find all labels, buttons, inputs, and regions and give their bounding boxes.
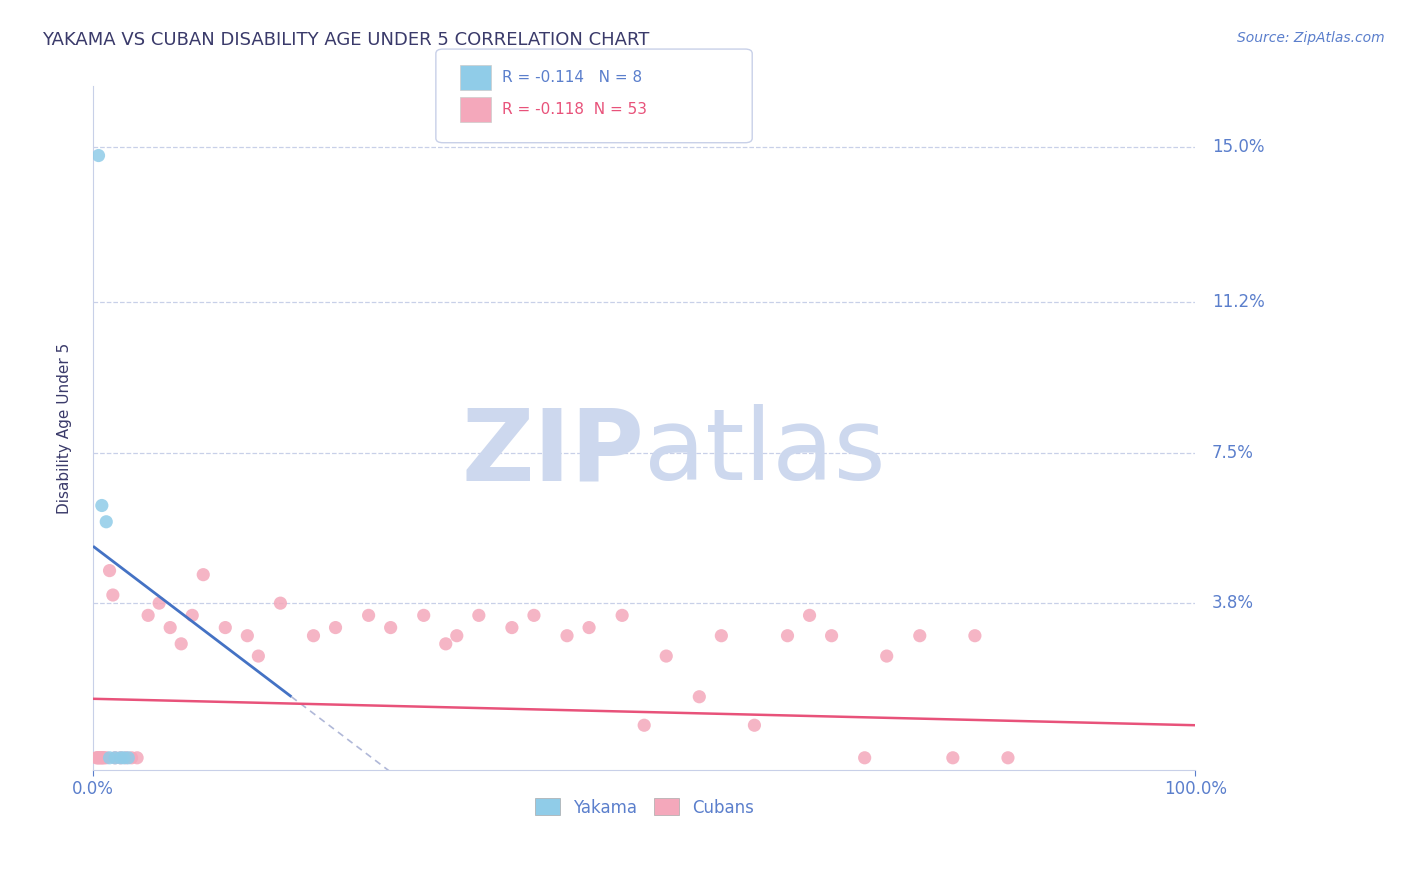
Point [159, 621, 181, 635]
Text: R = -0.118  N = 53: R = -0.118 N = 53 [502, 103, 647, 117]
Point [236, 629, 259, 643]
Point [501, 621, 523, 635]
Point [997, 751, 1019, 765]
Point [853, 751, 876, 765]
Point [121, 751, 143, 765]
Point [98, 751, 121, 765]
Text: 3.8%: 3.8% [1212, 594, 1254, 612]
Point [688, 690, 710, 704]
Point [136, 608, 159, 623]
Point [325, 621, 347, 635]
Text: 7.5%: 7.5% [1212, 443, 1254, 461]
Point [112, 751, 135, 765]
Point [633, 718, 655, 732]
Point [181, 608, 204, 623]
Point [655, 648, 678, 663]
Point [434, 637, 457, 651]
Point [96, 515, 118, 529]
Text: YAKAMA VS CUBAN DISABILITY AGE UNDER 5 CORRELATION CHART: YAKAMA VS CUBAN DISABILITY AGE UNDER 5 C… [42, 31, 650, 49]
Point [110, 751, 132, 765]
Point [942, 751, 965, 765]
Point [193, 567, 215, 582]
Point [876, 648, 898, 663]
Point [104, 751, 127, 765]
Point [86, 751, 108, 765]
Point [908, 629, 931, 643]
Point [170, 637, 193, 651]
Text: 15.0%: 15.0% [1212, 138, 1264, 156]
Point [91, 751, 114, 765]
Point [98, 564, 121, 578]
Point [523, 608, 546, 623]
Point [90, 751, 112, 765]
Point [90, 751, 112, 765]
Point [117, 751, 139, 765]
Point [610, 608, 633, 623]
Point [446, 629, 468, 643]
Text: 11.2%: 11.2% [1212, 293, 1264, 311]
Y-axis label: Disability Age Under 5: Disability Age Under 5 [58, 343, 72, 514]
Point [269, 596, 291, 610]
Point [214, 621, 236, 635]
Point [87, 148, 110, 162]
Point [710, 629, 733, 643]
Legend: Yakama, Cubans: Yakama, Cubans [527, 792, 761, 823]
Point [110, 751, 132, 765]
Point [87, 751, 110, 765]
Point [148, 596, 170, 610]
Point [799, 608, 821, 623]
Point [776, 629, 799, 643]
Point [412, 608, 434, 623]
Point [744, 718, 766, 732]
Text: R = -0.114   N = 8: R = -0.114 N = 8 [502, 70, 643, 85]
Point [820, 629, 842, 643]
Point [115, 751, 138, 765]
Point [96, 751, 118, 765]
Text: ZIP: ZIP [461, 404, 644, 501]
Point [127, 751, 149, 765]
Point [89, 751, 111, 765]
Point [468, 608, 491, 623]
Text: Source: ZipAtlas.com: Source: ZipAtlas.com [1237, 31, 1385, 45]
Point [86, 751, 108, 765]
Point [90, 499, 112, 513]
Point [93, 751, 115, 765]
Point [357, 608, 380, 623]
Point [555, 629, 578, 643]
Point [380, 621, 402, 635]
Point [101, 588, 124, 602]
Text: atlas: atlas [644, 404, 886, 501]
Point [963, 629, 986, 643]
Point [578, 621, 600, 635]
Point [104, 751, 127, 765]
Point [302, 629, 325, 643]
Point [247, 648, 270, 663]
